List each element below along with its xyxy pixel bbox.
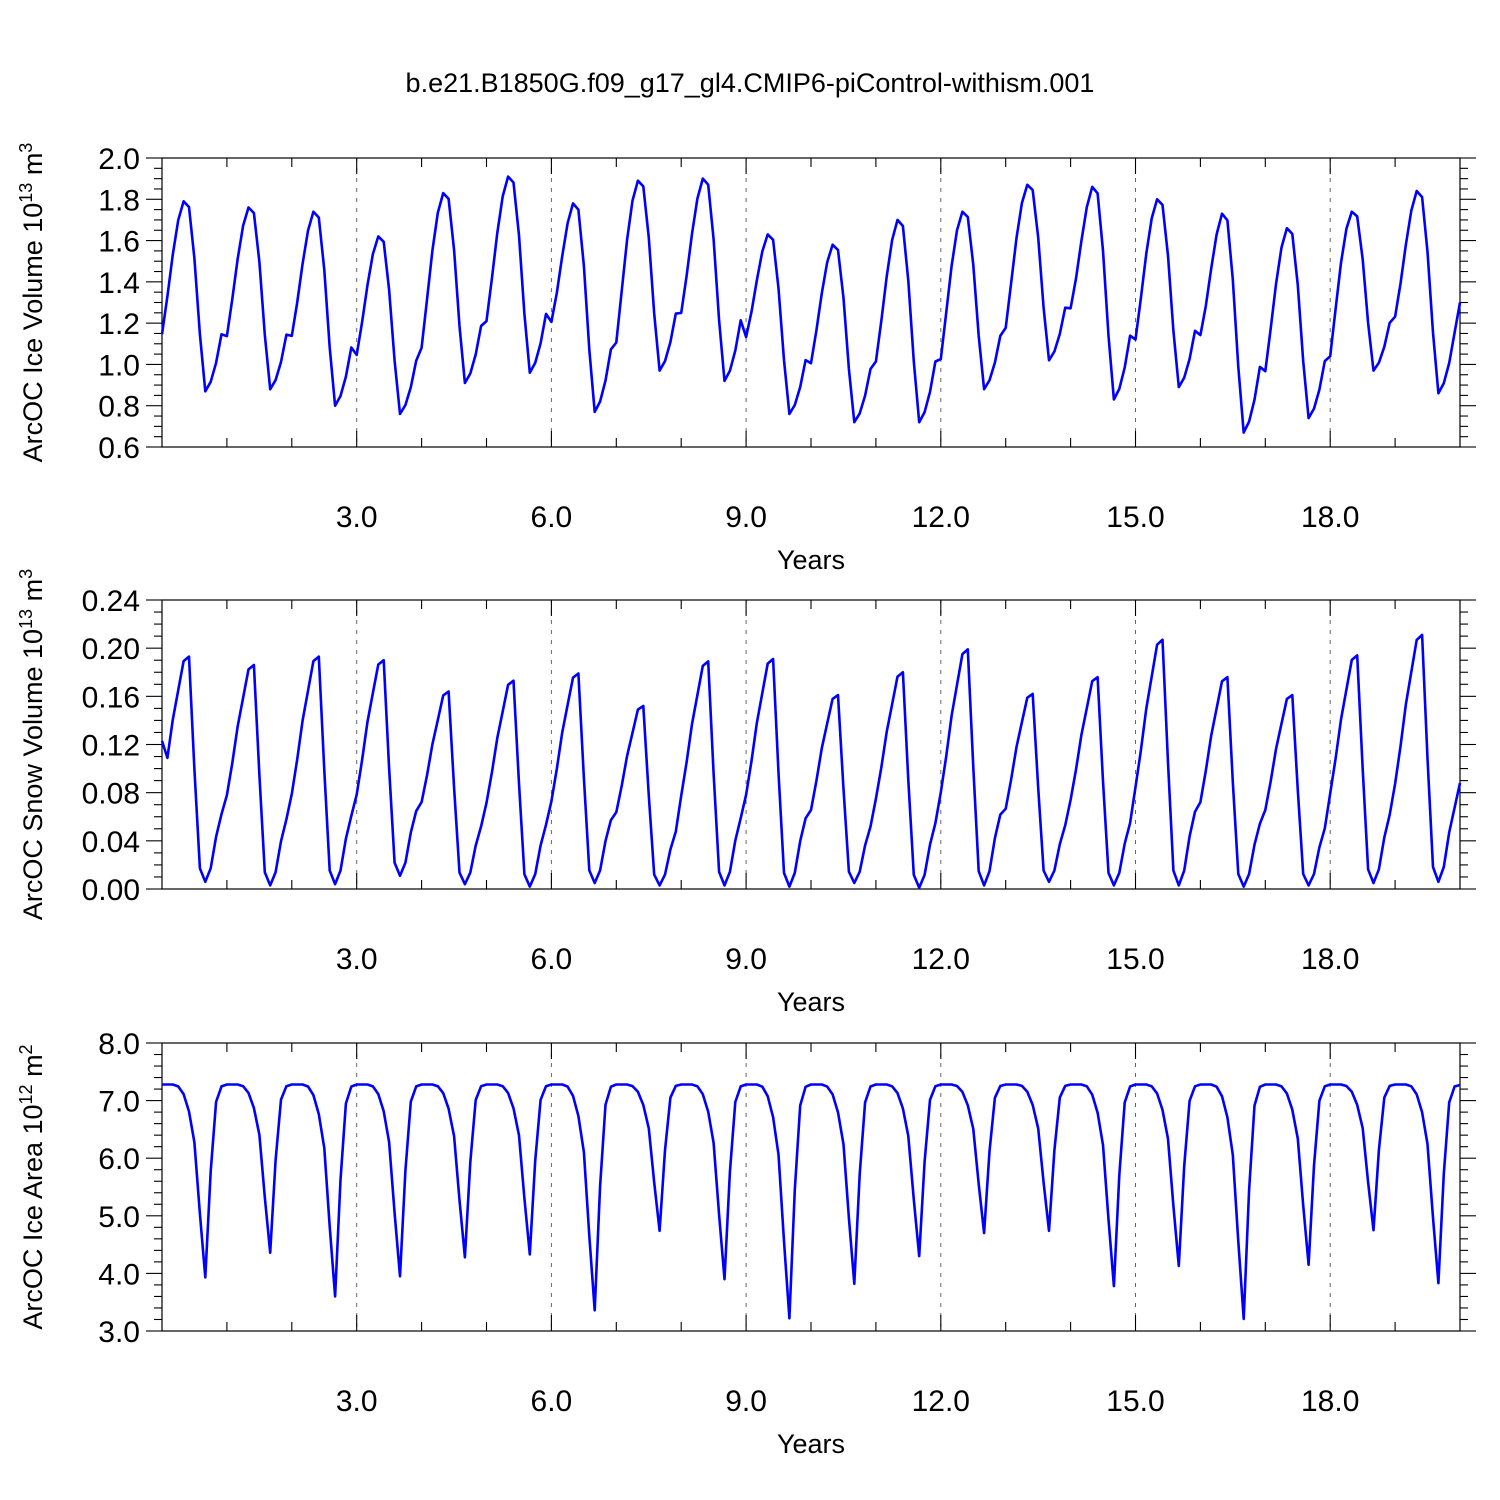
series-line-ice-area: [162, 1083, 1461, 1321]
y-tick-label: 0.04: [82, 826, 140, 859]
x-axis-title: Years: [777, 1429, 845, 1459]
y-tick-label: 0.08: [82, 778, 140, 811]
y-tick-label: 0.00: [82, 874, 140, 907]
x-tick-label: 12.0: [912, 1385, 970, 1418]
y-tick-label: 0.24: [82, 585, 140, 618]
x-tick-label: 3.0: [336, 1385, 378, 1418]
panel-snow-volume: 0.00 0.04 0.08 0.12 0.16 0.20 0.24 3.0 6.0 9.0 12.…: [16, 569, 1476, 1017]
series-line-ice-volume: [160, 175, 1462, 434]
x-tick-label: 9.0: [725, 943, 767, 976]
figure-title: b.e21.B1850G.f09_g17_gl4.CMIP6-piControl…: [406, 68, 1095, 98]
x-tick-label: 9.0: [725, 501, 767, 534]
y-tick-label: 8.0: [98, 1028, 140, 1061]
panel-ice-volume: 0.6 0.8 1.0 1.2 1.4 1.6 1.8 2.0 3.0 6.0 9.0 12.0 15.…: [16, 143, 1476, 575]
y-tick-label: 2.0: [98, 143, 140, 176]
y-tick-label: 0.6: [98, 432, 140, 465]
x-tick-label: 6.0: [531, 1385, 573, 1418]
x-tick-label: 18.0: [1301, 943, 1359, 976]
y-tick-label: 0.16: [82, 681, 140, 714]
series-line-snow-volume: [160, 633, 1462, 890]
y-axis-title: ArcOC Ice Area 1012 m2: [16, 1044, 48, 1329]
y-tick-label: 1.4: [98, 267, 140, 300]
y-tick-label: 4.0: [98, 1258, 140, 1291]
y-tick-label: 6.0: [98, 1143, 140, 1176]
x-tick-label: 6.0: [531, 501, 573, 534]
y-tick-label: 0.20: [82, 633, 140, 666]
x-tick-label: 15.0: [1106, 1385, 1164, 1418]
y-axis-title: ArcOC Snow Volume 1013 m3: [16, 569, 48, 920]
y-axis-title: ArcOC Ice Volume 1013 m3: [16, 143, 48, 463]
y-tick-label: 1.6: [98, 226, 140, 259]
x-tick-label: 15.0: [1106, 943, 1164, 976]
y-tick-label: 5.0: [98, 1201, 140, 1234]
y-tick-label: 0.8: [98, 391, 140, 424]
x-tick-label: 12.0: [912, 501, 970, 534]
x-axis-title: Years: [777, 545, 845, 575]
x-tick-label: 18.0: [1301, 501, 1359, 534]
y-tick-label: 7.0: [98, 1086, 140, 1119]
x-tick-label: 18.0: [1301, 1385, 1359, 1418]
x-tick-label: 3.0: [336, 943, 378, 976]
y-tick-label: 1.8: [98, 184, 140, 217]
y-tick-label: 0.12: [82, 730, 140, 763]
x-axis-title: Years: [777, 987, 845, 1017]
x-tick-label: 12.0: [912, 943, 970, 976]
panel-ice-area: 3.0 4.0 5.0 6.0 7.0 8.0 3.0 6.0 9.0 12.0 15.0 18.0 Y…: [16, 1028, 1476, 1459]
x-tick-label: 15.0: [1106, 501, 1164, 534]
y-tick-label: 3.0: [98, 1316, 140, 1349]
x-tick-label: 6.0: [531, 943, 573, 976]
y-tick-label: 1.2: [98, 308, 140, 341]
x-tick-label: 9.0: [725, 1385, 767, 1418]
x-tick-label: 3.0: [336, 501, 378, 534]
y-tick-label: 1.0: [98, 349, 140, 382]
